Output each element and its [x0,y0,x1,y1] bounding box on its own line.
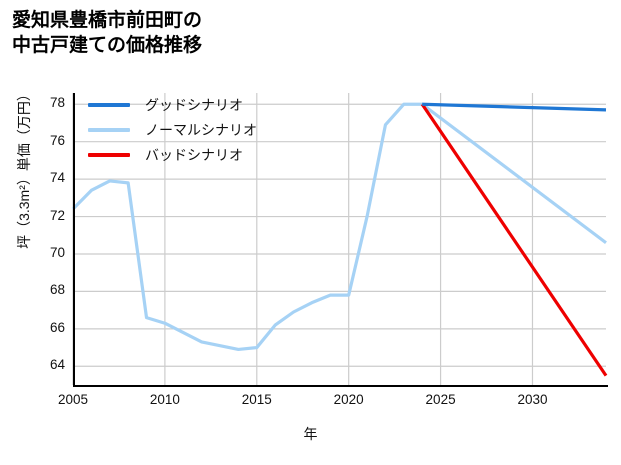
series-line-ノーマルシナリオ [71,102,607,352]
x-axis-label: 年 [303,426,318,442]
legend-item-label: ノーマルシナリオ [145,121,257,138]
y-tick-label: 76 [49,132,65,148]
x-tick-label: 2030 [517,392,548,407]
y-tick-label: 78 [49,95,65,111]
y-axis-label: 坪（3.3m²）単価（万円） [16,87,32,249]
plot-axes-frame [73,93,608,387]
legend-item-label: グッドシナリオ [145,96,243,113]
chart-legend: グッドシナリオ ノーマルシナリオ バッドシナリオ [88,92,293,167]
x-tick-label: 2015 [241,392,272,407]
y-tick-label: 74 [49,170,65,186]
series-line-バッドシナリオ [420,103,608,377]
series-line-グッドシナリオ [422,102,607,112]
x-tick-label: 2025 [425,392,456,407]
legend-item-2[interactable]: バッドシナリオ [88,142,293,167]
y-tick-label: 68 [49,282,65,298]
legend-swatch-icon [88,127,130,132]
legend-swatch-icon [88,152,130,157]
chart-title: 愛知県豊橋市前田町の 中古戸建ての価格推移 [12,10,203,57]
legend-swatch-icon [88,102,130,107]
legend-item-1[interactable]: ノーマルシナリオ [88,117,293,142]
x-tick-label: 2010 [149,392,180,407]
y-tick-label: 70 [49,244,65,260]
x-tick-label: 2020 [333,392,364,407]
legend-item-0[interactable]: グッドシナリオ [88,92,293,117]
y-tick-label: 64 [49,357,65,373]
x-tick-label: 2005 [57,392,89,407]
y-tick-label: 72 [49,207,65,223]
legend-item-label: バッドシナリオ [145,146,243,163]
y-tick-label: 66 [49,319,65,335]
